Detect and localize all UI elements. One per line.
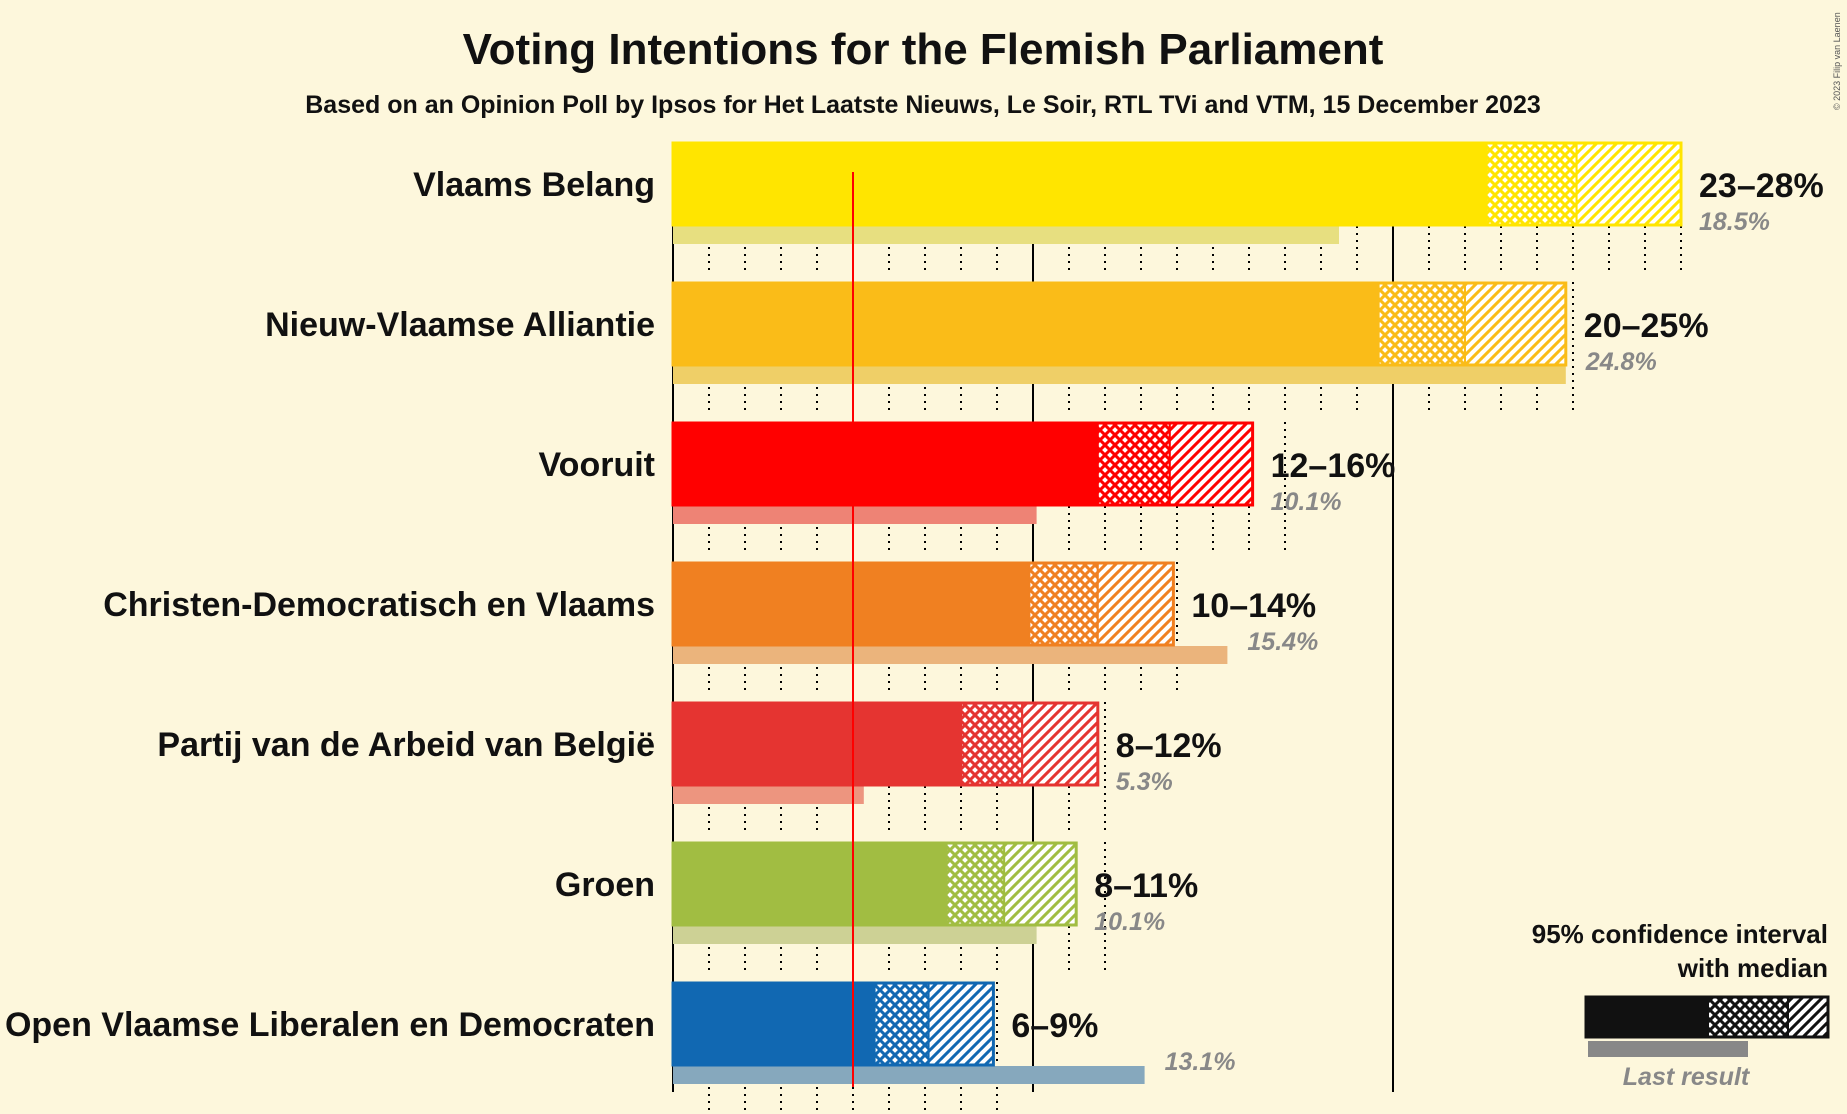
bar-solid <box>673 142 1487 226</box>
legend: 95% confidence interval with median Last… <box>1532 919 1830 1091</box>
bar-outline <box>671 981 995 1067</box>
copyright-note: © 2023 Filip van Laenen <box>1832 12 1842 110</box>
bar-solid <box>673 702 961 786</box>
bar-ci-lower <box>1028 562 1099 646</box>
bar-ci-upper <box>1021 702 1099 786</box>
bar-ci-lower <box>960 702 1024 786</box>
range-label: 8–11% <box>1094 867 1198 905</box>
party-label: Vooruit <box>539 446 655 484</box>
party-label: Open Vlaamse Liberalen en Democraten <box>5 1006 655 1044</box>
party-label: Nieuw-Vlaamse Alliantie <box>265 306 655 344</box>
bar-outline <box>671 421 1255 507</box>
party-row: Open Vlaamse Liberalen en Democraten 6–9%… <box>5 981 1236 1112</box>
bar-solid <box>673 842 947 926</box>
last-result-label: 5.3% <box>1116 768 1173 796</box>
party-label: Partij van de Arbeid van België <box>157 726 655 764</box>
last-result-label: 15.4% <box>1247 628 1318 656</box>
legend-ci-label-line2: with median <box>1677 953 1828 983</box>
bar-solid <box>673 282 1379 366</box>
party-row: Groen 8–11% 10.1% <box>555 841 1198 972</box>
bar-outline <box>671 141 1683 227</box>
party-label: Christen-Democratisch en Vlaams <box>103 586 655 624</box>
bar-ci-lower <box>1096 422 1171 506</box>
last-result-label: 13.1% <box>1165 1048 1236 1076</box>
bar-outline <box>671 841 1078 927</box>
last-result-bar <box>673 366 1566 384</box>
bars-group: Vlaams Belang 23–28% 18.5% Nieuw-Vlaamse Al… <box>5 141 1824 1112</box>
bar-ci-upper <box>1464 282 1567 366</box>
legend-swatch <box>1584 995 1830 1057</box>
bar-solid <box>673 562 1030 646</box>
party-label: Vlaams Belang <box>413 166 655 204</box>
legend-last-result-label: Last result <box>1623 1063 1751 1091</box>
bar-outline <box>671 701 1100 787</box>
range-label: 8–12% <box>1116 727 1222 765</box>
last-result-bar <box>673 226 1339 244</box>
last-result-bar <box>673 506 1037 524</box>
bar-outline <box>671 561 1175 647</box>
bar-ci-upper <box>1575 142 1682 226</box>
bar-outline <box>671 281 1568 367</box>
party-row: Nieuw-Vlaamse Alliantie 20–25% 24.8% <box>265 281 1709 412</box>
party-row: Partij van de Arbeid van België 8–12% 5.3% <box>157 701 1222 832</box>
legend-solid-swatch <box>1586 996 1708 1038</box>
legend-ci-label-line1: 95% confidence interval <box>1532 919 1828 949</box>
range-label: 10–14% <box>1191 587 1316 625</box>
last-result-label: 10.1% <box>1094 908 1165 936</box>
bar-ci-upper <box>1003 842 1078 926</box>
bar-ci-upper <box>1168 422 1254 506</box>
last-result-bar <box>673 646 1228 664</box>
party-row: Vooruit 12–16% 10.1% <box>539 421 1396 552</box>
legend-last-swatch <box>1588 1041 1748 1057</box>
legend-hatch-swatch <box>1787 996 1829 1038</box>
chart-subtitle: Based on an Opinion Poll by Ipsos for He… <box>305 91 1541 119</box>
party-row: Christen-Democratisch en Vlaams 10–14% 15.… <box>103 561 1318 692</box>
bar-ci-lower <box>1377 282 1466 366</box>
last-result-bar <box>673 786 864 804</box>
bar-ci-upper <box>927 982 995 1066</box>
last-result-label: 24.8% <box>1585 348 1657 376</box>
last-result-label: 10.1% <box>1271 488 1342 516</box>
chart-title: Voting Intentions for the Flemish Parlia… <box>463 25 1384 74</box>
range-label: 6–9% <box>1011 1007 1098 1045</box>
bar-solid <box>673 422 1098 506</box>
party-row: Vlaams Belang 23–28% 18.5% <box>413 141 1824 272</box>
range-label: 20–25% <box>1584 307 1709 345</box>
bar-ci-lower <box>873 982 930 1066</box>
bar-ci-lower <box>945 842 1006 926</box>
range-label: 12–16% <box>1271 447 1396 485</box>
bar-ci-lower <box>1485 142 1578 226</box>
last-result-label: 18.5% <box>1699 208 1770 236</box>
legend-cross-swatch <box>1707 996 1789 1038</box>
bar-ci-upper <box>1096 562 1175 646</box>
last-result-bar <box>673 1066 1145 1084</box>
bar-solid <box>673 982 875 1066</box>
last-result-bar <box>673 926 1037 944</box>
party-label: Groen <box>555 866 655 904</box>
legend-outline <box>1584 995 1830 1039</box>
range-label: 23–28% <box>1699 167 1824 205</box>
